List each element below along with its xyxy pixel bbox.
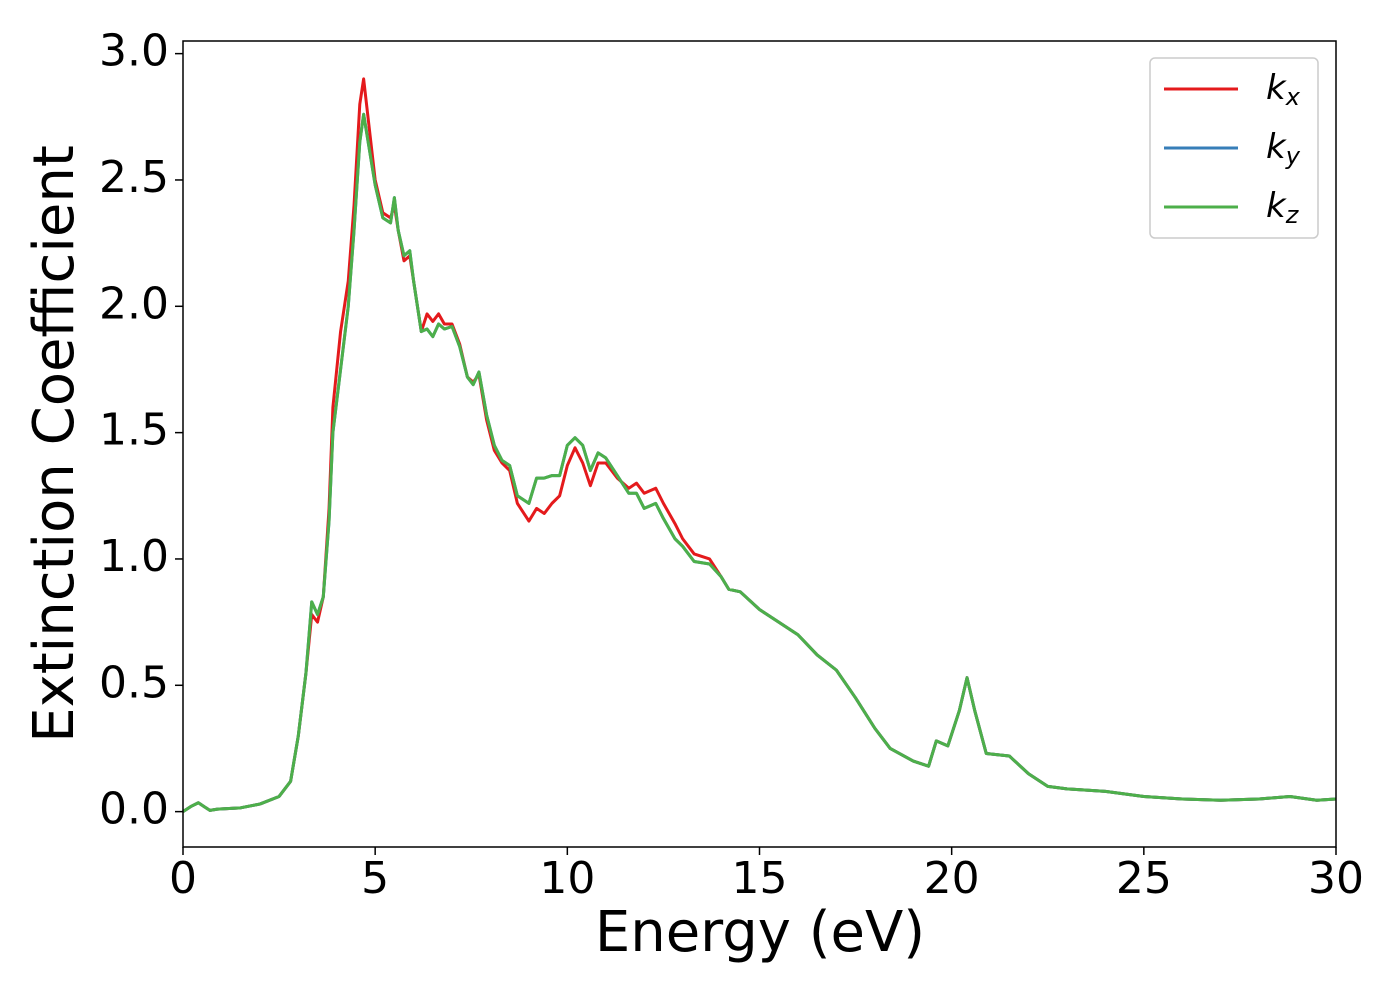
y-tick-label: 1.0: [99, 531, 169, 582]
y-axis-label: Extinction Coefficient: [22, 145, 87, 743]
legend: kx ky kz: [1149, 57, 1319, 239]
series-line: [182, 112, 1337, 813]
plot-frame: [182, 40, 1337, 848]
legend-label: kz: [1266, 186, 1300, 230]
legend-label: kx: [1266, 68, 1301, 112]
x-tick-label: 15: [732, 853, 788, 904]
y-tick-label: 3.0: [99, 26, 169, 77]
y-tick-label: 0.5: [99, 657, 169, 708]
x-tick-label: 0: [169, 853, 197, 904]
x-tick-label: 20: [924, 853, 980, 904]
y-tick-label: 2.0: [99, 278, 169, 329]
y-tick-label: 0.0: [99, 784, 169, 835]
x-tick-label: 30: [1308, 853, 1364, 904]
y-tick-label: 1.5: [99, 405, 169, 456]
x-tick-label: 25: [1116, 853, 1172, 904]
legend-label: ky: [1266, 127, 1301, 171]
x-axis-label: Energy (eV): [595, 900, 925, 965]
x-tick-label: 5: [361, 853, 389, 904]
x-tick-label: 10: [539, 853, 595, 904]
y-tick-label: 2.5: [99, 152, 169, 203]
